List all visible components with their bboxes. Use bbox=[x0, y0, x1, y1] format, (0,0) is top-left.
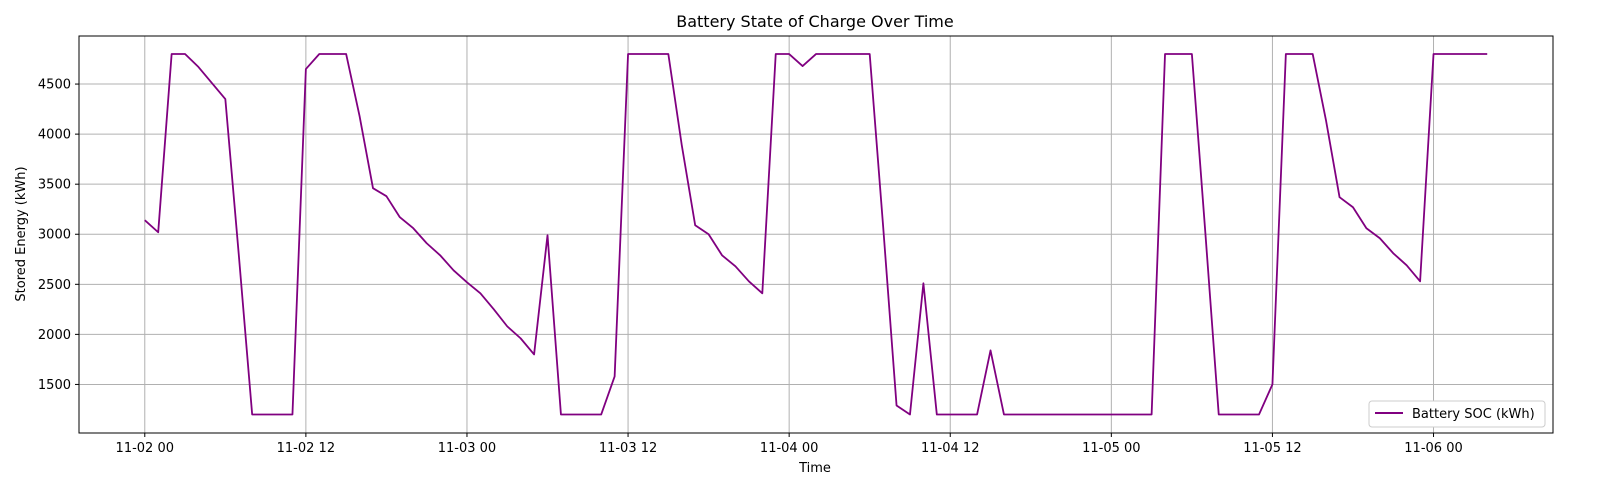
y-tick-label: 2000 bbox=[38, 328, 71, 343]
x-axis: 11-02 00 11-02 12 11-03 00 11-03 12 11-04 00… bbox=[116, 433, 1463, 456]
y-tick-label: 1500 bbox=[38, 378, 71, 393]
y-tick-label: 4000 bbox=[38, 128, 71, 143]
x-tick-label: 11-03 12 bbox=[599, 441, 657, 456]
x-tick-label: 11-05 12 bbox=[1243, 441, 1301, 456]
series-line-battery-soc bbox=[144, 53, 1488, 416]
x-tick-label: 11-04 12 bbox=[921, 441, 979, 456]
x-tick-label: 11-02 00 bbox=[116, 441, 174, 456]
y-tick-label: 2500 bbox=[38, 278, 71, 293]
x-tick-label: 11-05 00 bbox=[1082, 441, 1140, 456]
y-tick-label: 3500 bbox=[38, 178, 71, 193]
legend-box bbox=[1368, 400, 1546, 428]
legend: Battery SOC (kWh) bbox=[1368, 400, 1546, 428]
x-tick-label: 11-06 00 bbox=[1404, 441, 1462, 456]
x-axis-label: Time bbox=[798, 461, 831, 476]
x-tick-label: 11-03 00 bbox=[438, 441, 496, 456]
y-tick-label: 3000 bbox=[38, 228, 71, 243]
y-axis: 1500 2000 2500 3000 3500 4000 4500 bbox=[38, 78, 79, 393]
y-axis-label: Stored Energy (kWh) bbox=[14, 166, 29, 301]
grid bbox=[79, 36, 1553, 433]
x-tick-label: 11-04 00 bbox=[760, 441, 818, 456]
y-tick-label: 4500 bbox=[38, 78, 71, 93]
series-layer bbox=[144, 53, 1488, 416]
chart-title: Battery State of Charge Over Time bbox=[676, 12, 953, 31]
x-tick-label: 11-02 12 bbox=[277, 441, 335, 456]
legend-label: Battery SOC (kWh) bbox=[1412, 407, 1535, 422]
